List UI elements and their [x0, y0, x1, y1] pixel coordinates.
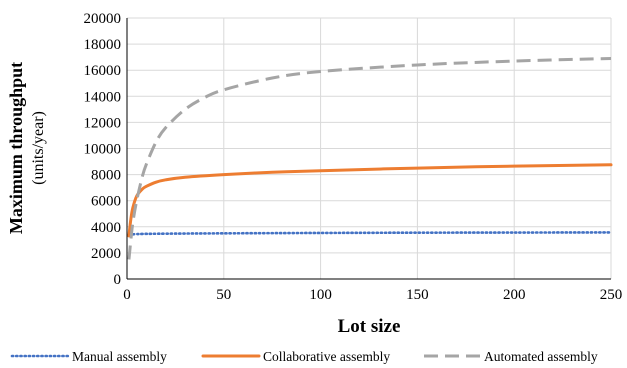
legend: Manual assembly Collaborative assembly Aut…: [10, 349, 598, 364]
y-tick-label: 2000: [91, 246, 121, 262]
series-layer: [127, 56, 613, 260]
legend-label: Collaborative assembly: [263, 349, 390, 364]
ticks-layer: 0200040006000800010000120001400016000180…: [84, 11, 623, 303]
y-axis-unit-label: (units/year): [30, 111, 47, 185]
y-tick-label: 16000: [84, 63, 122, 79]
series-line-collaborative-assembly: [127, 163, 613, 238]
x-tick-label: 250: [600, 287, 623, 303]
legend-label: Automated assembly: [484, 349, 598, 364]
x-tick-label: 50: [216, 287, 231, 303]
x-tick-label: 0: [123, 287, 131, 303]
y-tick-label: 18000: [84, 37, 122, 53]
y-axis-label: Maximum throughput: [6, 62, 26, 234]
grid-layer: [127, 17, 612, 279]
y-tick-label: 0: [114, 272, 122, 288]
y-tick-label: 12000: [84, 115, 122, 131]
y-tick-label: 8000: [91, 168, 121, 184]
x-tick-label: 100: [309, 287, 332, 303]
series-line-automated-assembly: [127, 56, 612, 260]
y-tick-label: 14000: [84, 89, 122, 105]
y-tick-label: 6000: [91, 194, 121, 210]
x-axis-label: Lot size: [338, 316, 401, 337]
axes-layer: [126, 18, 611, 280]
y-tick-label: 10000: [84, 142, 122, 158]
legend-label: Manual assembly: [72, 349, 167, 364]
x-tick-label: 200: [503, 287, 526, 303]
y-tick-label: 4000: [91, 220, 121, 236]
x-tick-label: 150: [406, 287, 429, 303]
series-line-manual-assembly: [127, 231, 613, 237]
y-tick-label: 20000: [84, 11, 122, 27]
